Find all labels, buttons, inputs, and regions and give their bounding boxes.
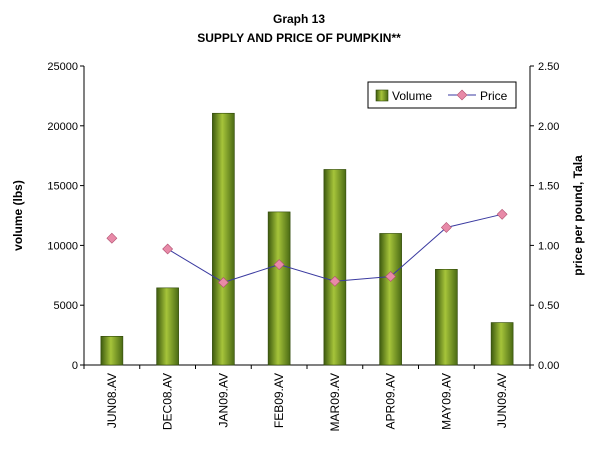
legend-label-volume: Volume <box>392 89 432 103</box>
x-tick-label: MAY09.AV <box>439 373 453 430</box>
legend-box <box>367 81 517 109</box>
price-marker <box>440 222 452 233</box>
x-tick-label: MAR09.AV <box>328 373 342 431</box>
y2-tick-label: 0.00 <box>538 360 559 372</box>
y-tick-label: 20000 <box>47 121 78 133</box>
volume-bar <box>323 169 347 366</box>
price-marker <box>329 275 341 287</box>
x-tick-label: JUN08.AV <box>105 373 119 428</box>
legend-label-price: Price <box>480 89 508 103</box>
volume-bar <box>212 112 235 366</box>
x-tick-label: APR09.AV <box>384 373 398 429</box>
x-tick-label: DEC08.AV <box>161 373 175 430</box>
volume-bar <box>379 233 402 366</box>
price-marker <box>385 271 397 282</box>
volume-bar <box>435 269 458 366</box>
price-marker <box>106 232 118 244</box>
price-marker <box>162 243 174 255</box>
y-tick-label: 25000 <box>47 61 78 73</box>
y-axis-label: volume (lbs) <box>11 180 25 251</box>
y-tick-label: 15000 <box>47 181 78 193</box>
y2-tick-label: 2.50 <box>538 61 559 73</box>
x-tick-label: JAN09.AV <box>216 373 230 427</box>
x-tick-label: JUN09.AV <box>495 373 509 428</box>
y2-tick-label: 0.50 <box>538 300 559 312</box>
price-marker <box>217 277 229 288</box>
y2-tick-label: 1.50 <box>538 181 559 193</box>
y-tick-label: 0 <box>72 360 78 372</box>
y-tick-label: 10000 <box>47 240 78 252</box>
chart-title: Graph 13 <box>272 12 326 26</box>
price-marker <box>496 208 508 220</box>
x-tick-label: FEB09.AV <box>272 373 286 428</box>
legend-marker-price <box>456 89 468 101</box>
chart-subtitle: SUPPLY AND PRICE OF PUMPKIN** <box>197 31 401 45</box>
y2-axis-label: price per pound, Tala <box>571 155 585 276</box>
volume-bar <box>490 322 514 366</box>
y2-tick-label: 1.00 <box>538 240 559 252</box>
y2-tick-label: 2.00 <box>538 121 559 133</box>
volume-bar <box>267 211 291 366</box>
price-marker <box>273 259 285 270</box>
volume-bar <box>100 335 124 366</box>
y-tick-label: 5000 <box>54 300 78 312</box>
volume-bar <box>156 287 179 366</box>
legend-swatch-volume <box>375 89 389 102</box>
